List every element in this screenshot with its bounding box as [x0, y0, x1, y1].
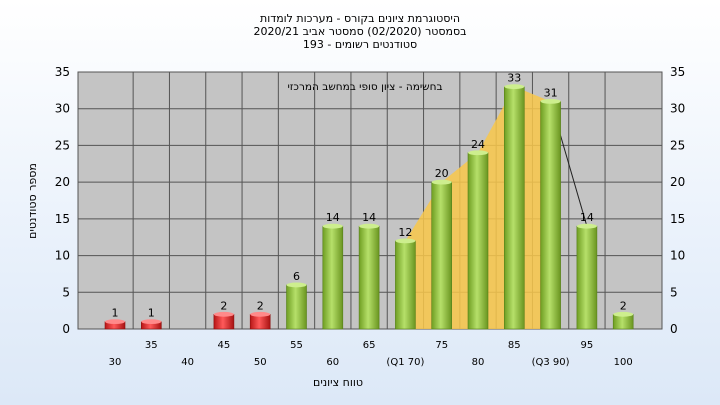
y-tick-label-left: 30: [55, 102, 70, 116]
y-tick-label-right: 20: [670, 175, 685, 189]
bar: [322, 225, 344, 330]
bar-value-label: 14: [580, 211, 594, 224]
y-tick-label-left: 25: [55, 138, 70, 152]
bar-top-cap: [250, 311, 271, 317]
bar-value-label: 12: [398, 226, 412, 239]
x-tick-label: 65: [363, 340, 376, 351]
y-tick-labels-left: 0 5 10 15 20 25 30 35: [55, 65, 70, 336]
y-tick-label-left: 5: [62, 285, 70, 299]
y-tick-label-left: 15: [55, 212, 70, 226]
chart-annotation: בחשימה - ציון סופי במחשב המרכזי: [287, 81, 442, 93]
y-tick-label-right: 30: [670, 102, 685, 116]
grid-lines: [78, 72, 662, 329]
x-tick-label: (Q1 70): [386, 357, 424, 368]
bar-value-label: 2: [620, 299, 627, 312]
x-tick-label: 35: [145, 340, 158, 351]
bar: [358, 225, 380, 330]
bar-top-cap: [468, 150, 488, 156]
bar: [467, 152, 489, 330]
y-tick-labels-right: 0 5 10 15 20 25 30 35: [670, 65, 685, 336]
bar-value-label: 14: [362, 211, 376, 224]
bar-top-cap: [576, 223, 597, 229]
chart-title-line-2: בסמסטר (02/2020) סמסטר אביב 2020/21: [253, 25, 466, 38]
bar-value-label: 24: [471, 138, 485, 151]
x-tick-label: 100: [614, 357, 633, 368]
x-tick-label: 30: [109, 357, 122, 368]
y-tick-label-right: 10: [670, 249, 685, 263]
bar-top-cap: [613, 311, 634, 317]
chart-title-line-1: היסטוגרמת ציונים בקורס - מערכות לומדות: [260, 12, 460, 25]
bar-value-label: 1: [112, 307, 119, 320]
bar-value-label: 2: [220, 299, 227, 312]
bar-top-cap: [213, 311, 234, 317]
bar: [540, 101, 561, 330]
x-tick-label: 55: [290, 340, 303, 351]
x-tick-label: 75: [435, 340, 448, 351]
x-tick-label: 60: [326, 357, 339, 368]
bar-top-cap: [540, 98, 561, 104]
bar-value-label: 31: [544, 86, 558, 99]
y-tick-label-left: 20: [55, 175, 70, 189]
chart-title-line-3: סטודנטים רשומים - 193: [303, 38, 417, 51]
bar-top-cap: [359, 223, 380, 229]
bar-value-label: 2: [257, 299, 264, 312]
y-tick-label-right: 25: [670, 138, 685, 152]
bar: [395, 240, 416, 330]
bar-top-cap: [395, 238, 416, 244]
x-tick-label: (Q3 90): [532, 357, 570, 368]
y-axis-label: מספר סטודנטים: [26, 163, 39, 239]
x-tick-label: 80: [472, 357, 485, 368]
x-tick-label: 50: [254, 357, 267, 368]
x-tick-label: 45: [218, 340, 231, 351]
bar-value-label: 33: [507, 72, 521, 85]
y-tick-label-left: 0: [62, 322, 70, 336]
x-tick-label: 95: [581, 340, 594, 351]
bar: [576, 225, 598, 330]
x-tick-label: 85: [508, 340, 521, 351]
bar-top-cap: [504, 84, 525, 90]
y-tick-label-left: 35: [55, 65, 70, 79]
x-tick-label: 40: [181, 357, 194, 368]
y-tick-label-right: 0: [670, 322, 678, 336]
bar-top-cap: [431, 179, 452, 185]
bar-value-label: 20: [435, 167, 449, 180]
y-tick-label-right: 15: [670, 212, 685, 226]
x-axis-label: טווח ציונים: [313, 376, 363, 389]
y-tick-label-right: 5: [670, 285, 678, 299]
bar-value-label: 1: [148, 307, 155, 320]
bar-top-cap: [141, 319, 162, 325]
bar: [503, 86, 525, 330]
bar-top-cap: [105, 319, 125, 325]
bar-value-label: 14: [326, 211, 340, 224]
bar: [431, 181, 453, 330]
x-tick-labels: 30 35 40 45 50 55 60 65 (Q1 70) 75 80 85 (Q3 90) 95 10…: [109, 340, 633, 368]
bar-top-cap: [286, 282, 307, 288]
bar-top-cap: [322, 223, 343, 229]
bar-value-label: 6: [293, 270, 300, 283]
y-tick-label-left: 10: [55, 249, 70, 263]
bar: [286, 284, 307, 330]
y-tick-label-right: 35: [670, 65, 685, 79]
